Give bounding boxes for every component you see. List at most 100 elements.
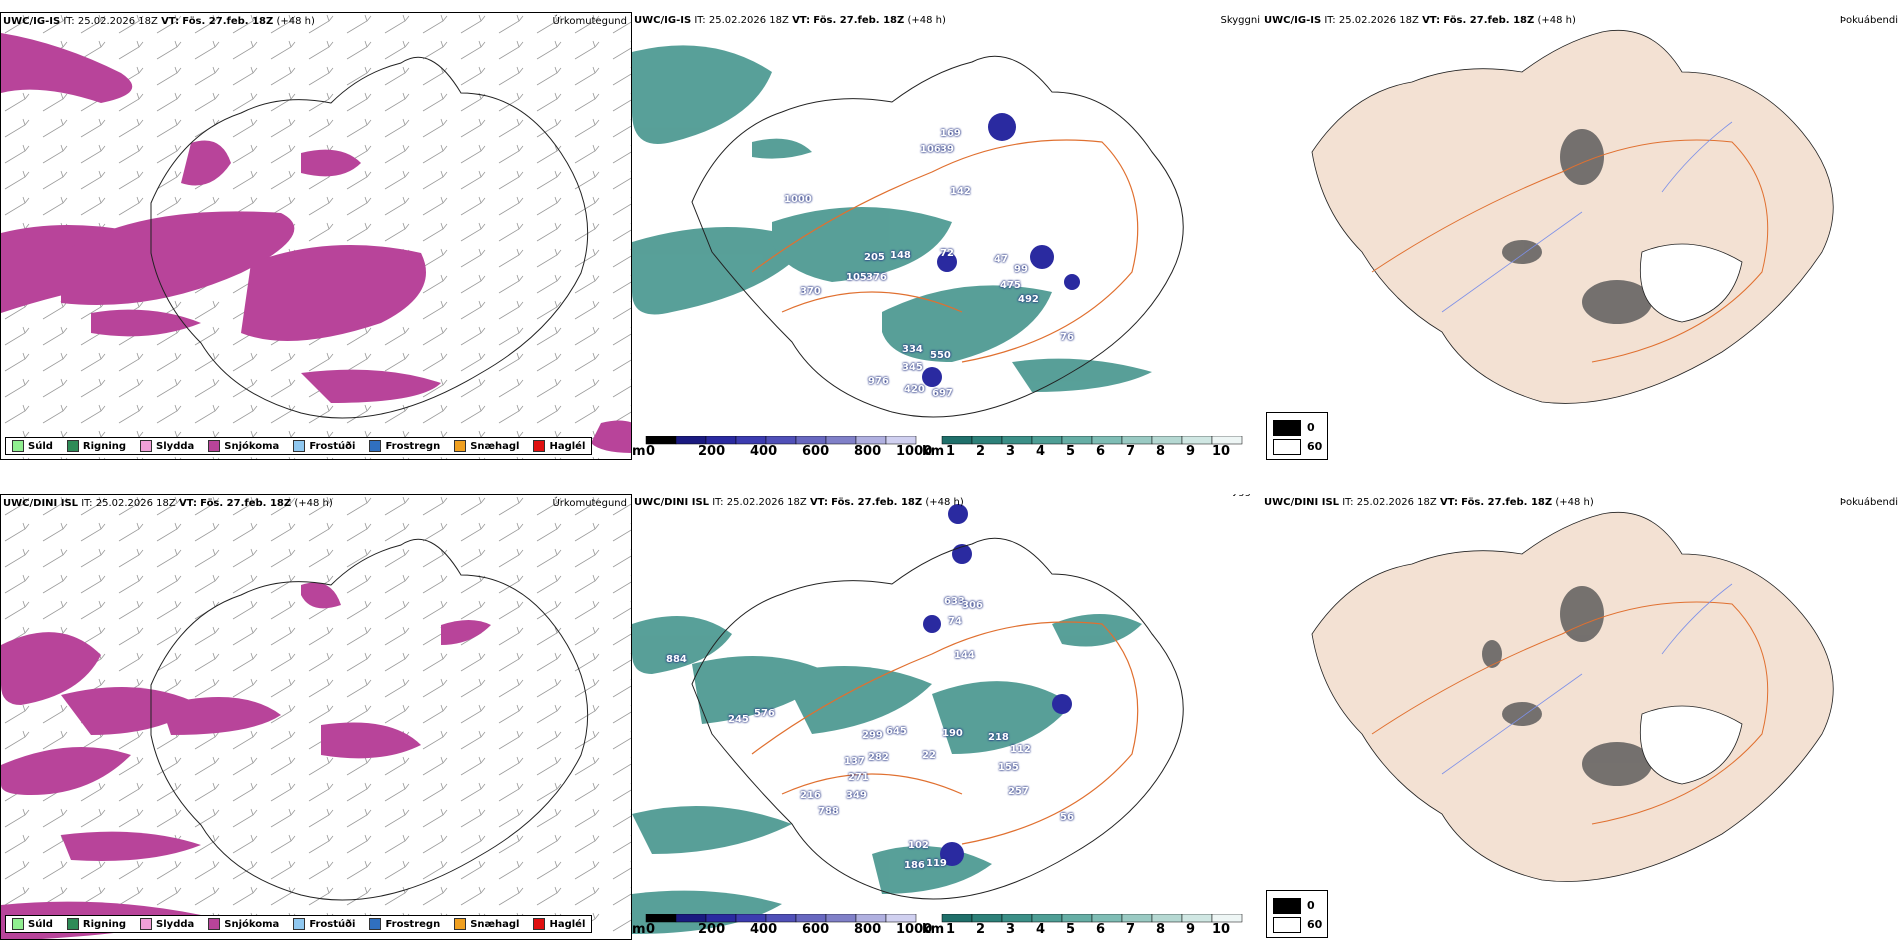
header-top-middle: UWC/IG-IS IT: 25.02.2026 18Z VT: Fös. 27… — [634, 15, 946, 26]
precip-label: 142 — [950, 186, 971, 197]
colorbar-tick: 3 — [1006, 922, 1016, 937]
legend-item: Snjókoma — [208, 918, 279, 930]
iceland-land — [1311, 511, 1834, 882]
roads — [1371, 139, 1769, 363]
precip-label: 788 — [818, 806, 839, 817]
header-top-left: UWC/IG-IS IT: 25.02.2026 18Z VT: Fös. 27… — [3, 16, 315, 27]
panel-title-fog: Þokuábendi — [1839, 497, 1898, 508]
precip-legend-bottom: Súld Rigning Slydda Snjókoma Frostúði Fr… — [5, 915, 593, 933]
precip-label: 633 — [944, 596, 965, 607]
legend-item: Snæhagl — [454, 440, 519, 452]
fog-key-label: 0 — [1307, 421, 1315, 434]
legend-item: Snæhagl — [454, 918, 519, 930]
colorbar-tick: 1000 — [896, 444, 933, 459]
precip-label: 102 — [908, 840, 929, 851]
precip-label: 345 — [902, 362, 923, 373]
colorbar-tick: 9 — [1186, 922, 1196, 937]
precip-label: 976 — [868, 376, 889, 387]
legend-item: Súld — [12, 918, 53, 930]
colorbar-tick: 5 — [1066, 922, 1076, 937]
colorbar-tick: 0 — [646, 922, 656, 937]
fog-key-top: 0 60 — [1266, 412, 1328, 460]
precip-label: 39 — [940, 144, 954, 155]
panel-title-fog: Þokuábendi — [1839, 15, 1898, 26]
precip-label: 334 — [902, 344, 923, 355]
colorbar-tick: 600 — [802, 922, 830, 937]
fog-key-label: 0 — [1307, 899, 1315, 912]
precip-label: 47 — [994, 254, 1008, 265]
colorbar-tick: 600 — [802, 444, 830, 459]
fog-areas — [1482, 586, 1652, 786]
precip-label: 697 — [932, 388, 953, 399]
iceland-land — [1311, 29, 1834, 404]
colorbar-swatches — [645, 436, 1243, 445]
colorbar-tick: 8 — [1156, 444, 1166, 459]
precip-label: 216 — [800, 790, 821, 801]
precip-label: 99 — [1014, 264, 1028, 275]
precip-label: 349 — [846, 790, 867, 801]
precip-type-panel-top: UWC/IG-IS IT: 25.02.2026 18Z VT: Fös. 27… — [0, 12, 632, 460]
roads — [751, 621, 1139, 845]
colorbar-tick: 200 — [698, 444, 726, 459]
colorbar-tick: 6 — [1096, 922, 1106, 937]
colorbar-tick: 400 — [750, 922, 778, 937]
panel-title-precip: Úrkomutegund — [552, 498, 627, 509]
legend-item: Frostúði — [293, 440, 355, 452]
header-bottom-right: UWC/DINI ISL IT: 25.02.2026 18Z VT: Fös.… — [1264, 497, 1594, 508]
precip-label: 306 — [962, 600, 983, 611]
colorbar-unit: m — [632, 444, 646, 459]
precip-map-top — [1, 13, 631, 459]
precip-legend-top: Súld Rigning Slydda Snjókoma Frostúði Fr… — [5, 437, 593, 455]
precip-label: 884 — [666, 654, 687, 665]
colorbar-tick: 7 — [1126, 444, 1136, 459]
cloud-panel-top: UWC/IG-IS IT: 25.02.2026 18Z VT: Fös. 27… — [632, 12, 1262, 460]
precip-label: 376 — [866, 272, 887, 283]
colorbar-tick: 10 — [1212, 922, 1231, 937]
precip-map-bottom — [1, 495, 631, 939]
colorbar-tick: 200 — [698, 922, 726, 937]
fog-key-dark — [1273, 898, 1301, 914]
precip-label: 22 — [922, 750, 936, 761]
precip-label: 475 — [1000, 280, 1021, 291]
glacier-white — [1639, 243, 1743, 323]
precip-label: 137 — [844, 756, 865, 767]
colorbar-tick: 800 — [854, 444, 882, 459]
rivers — [1441, 121, 1733, 313]
colorbar-tick: 2 — [976, 922, 986, 937]
iceland-outline — [691, 537, 1184, 900]
panel-title-cloud: Skyggni — [1220, 494, 1260, 497]
colorbar-unit: km — [922, 444, 945, 459]
legend-item: Rigning — [66, 440, 126, 452]
iceland-outline — [150, 56, 589, 419]
legend-item: Haglél — [533, 440, 585, 452]
colorbars-top: m 0 200 400 600 800 1000 km 1 2 3 4 5 6 … — [632, 436, 1252, 459]
precip-label: 106 — [920, 144, 941, 155]
cloud-map-bottom — [632, 504, 1184, 934]
colorbar-unit: m — [632, 922, 646, 937]
colorbar-tick: 10 — [1212, 444, 1231, 459]
colorbar-tick: 3 — [1006, 444, 1016, 459]
precip-label: 155 — [998, 762, 1019, 773]
fog-map-top — [1311, 29, 1834, 404]
legend-item: Haglél — [533, 918, 585, 930]
snow-areas — [1, 33, 631, 453]
precip-label: 645 — [886, 726, 907, 737]
precip-label: 76 — [1060, 332, 1074, 343]
colorbar-tick: 9 — [1186, 444, 1196, 459]
colorbar-tick: 400 — [750, 444, 778, 459]
colorbar-tick: 6 — [1096, 444, 1106, 459]
precip-label: 105 — [846, 272, 867, 283]
precip-label: 492 — [1018, 294, 1039, 305]
cloud-base-areas — [923, 504, 1072, 866]
iceland-outline — [691, 55, 1184, 418]
colorbar-tick: 0 — [646, 444, 656, 459]
glacier-white — [1639, 705, 1743, 785]
cloud-map-top — [632, 45, 1184, 418]
colorbar-tick: 1000 — [896, 922, 933, 937]
colorbar-tick: 1 — [946, 444, 956, 459]
precip-label: 550 — [930, 350, 951, 361]
precip-label: 72 — [940, 248, 954, 259]
precip-label: 257 — [1008, 786, 1029, 797]
roads — [751, 139, 1139, 363]
colorbar-swatches — [645, 914, 1243, 923]
